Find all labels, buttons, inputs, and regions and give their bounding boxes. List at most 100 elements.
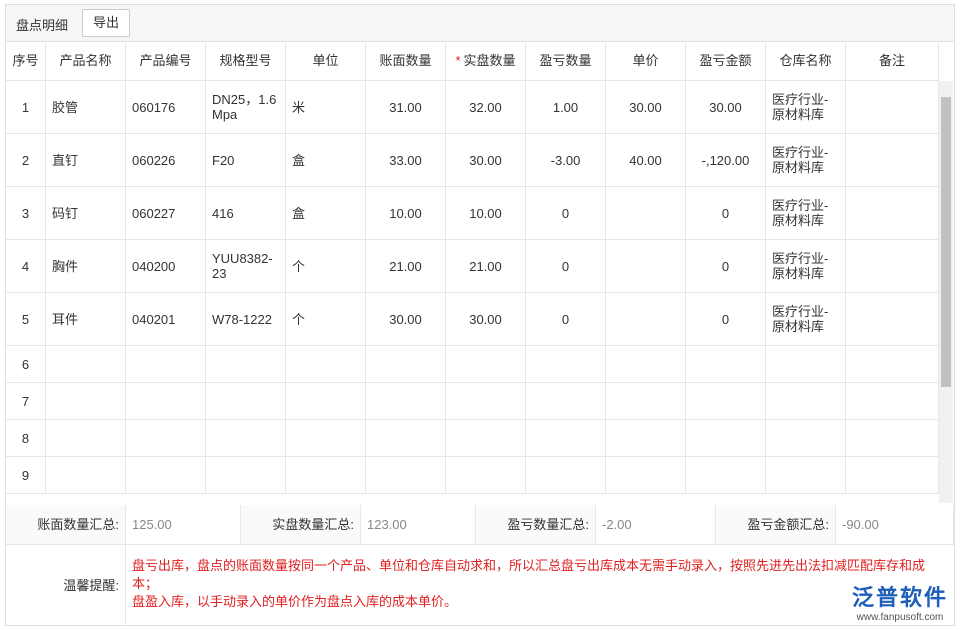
table-cell: 4 xyxy=(6,240,46,293)
table-cell: 米 xyxy=(286,81,366,134)
table-cell xyxy=(206,457,286,494)
table-cell xyxy=(846,187,939,240)
column-header: 盈亏金额 xyxy=(686,41,766,81)
column-header: 仓库名称 xyxy=(766,41,846,81)
column-header: 备注 xyxy=(846,41,939,81)
table-cell xyxy=(366,457,446,494)
table-cell xyxy=(446,383,526,420)
table-cell xyxy=(846,134,939,187)
table-cell: 040201 xyxy=(126,293,206,346)
table-cell: 30.00 xyxy=(366,293,446,346)
table-cell: 0 xyxy=(526,240,606,293)
column-header: 盈亏数量 xyxy=(526,41,606,81)
summary-value: -2.00 xyxy=(596,505,716,545)
table-cell xyxy=(846,346,939,383)
panel-title: 盘点明细 xyxy=(16,18,69,33)
table-cell: 1 xyxy=(6,81,46,134)
column-title: 产品编号 xyxy=(139,53,192,68)
table-cell xyxy=(366,420,446,457)
table-cell: 10.00 xyxy=(366,187,446,240)
column-title: 实盘数量 xyxy=(463,53,516,68)
table-cell: 10.00 xyxy=(446,187,526,240)
table-cell: 8 xyxy=(6,420,46,457)
table-cell: -,120.00 xyxy=(686,134,766,187)
column-title: 单位 xyxy=(312,53,339,68)
column-title: 仓库名称 xyxy=(779,53,832,68)
table-cell xyxy=(446,420,526,457)
table-cell xyxy=(606,293,686,346)
table-cell xyxy=(606,457,686,494)
table-cell xyxy=(206,346,286,383)
table-cell xyxy=(286,346,366,383)
table-cell: 0 xyxy=(686,240,766,293)
summary-label: 实盘数量汇总: xyxy=(241,505,361,545)
table-cell: 医疗行业-原材料库 xyxy=(766,134,846,187)
table-cell: 33.00 xyxy=(366,134,446,187)
table-cell: 060227 xyxy=(126,187,206,240)
table-cell xyxy=(526,420,606,457)
table-cell xyxy=(766,420,846,457)
table-cell xyxy=(846,457,939,494)
table-cell xyxy=(526,457,606,494)
table-cell xyxy=(606,383,686,420)
table-cell xyxy=(526,383,606,420)
table-cell: 060176 xyxy=(126,81,206,134)
export-button[interactable]: 导出 xyxy=(82,9,130,37)
table-cell: YUU8382-23 xyxy=(206,240,286,293)
table-cell xyxy=(606,420,686,457)
table-cell: 0 xyxy=(686,187,766,240)
table-cell xyxy=(126,383,206,420)
summary-label: 盈亏金额汇总: xyxy=(716,505,836,545)
table-cell: 40.00 xyxy=(606,134,686,187)
table-cell: 医疗行业-原材料库 xyxy=(766,240,846,293)
toolbar: 盘点明细 导出 xyxy=(6,5,954,42)
column-title: 盈亏金额 xyxy=(699,53,752,68)
logo-url: www.fanpusoft.com xyxy=(856,612,944,623)
table-cell: 7 xyxy=(6,383,46,420)
column-title: 盈亏数量 xyxy=(539,53,592,68)
table-cell: 5 xyxy=(6,293,46,346)
column-title: 产品名称 xyxy=(59,53,112,68)
scrollbar[interactable] xyxy=(939,81,953,503)
table-cell xyxy=(46,346,126,383)
table-cell xyxy=(846,293,939,346)
column-title: 规格型号 xyxy=(219,53,272,68)
required-mark: * xyxy=(455,53,461,68)
column-header: 产品名称 xyxy=(46,41,126,81)
table-cell xyxy=(206,420,286,457)
table-cell: 30.00 xyxy=(686,81,766,134)
table-cell xyxy=(606,187,686,240)
table-cell: 码钉 xyxy=(46,187,126,240)
table-cell xyxy=(766,383,846,420)
table-cell: 6 xyxy=(6,346,46,383)
table-cell: W78-1222 xyxy=(206,293,286,346)
table-cell: 30.00 xyxy=(606,81,686,134)
table-cell: 盒 xyxy=(286,134,366,187)
column-title: 单价 xyxy=(632,53,659,68)
table-cell xyxy=(366,383,446,420)
column-header: 单价 xyxy=(606,41,686,81)
table-cell xyxy=(686,383,766,420)
scroll-thumb[interactable] xyxy=(941,97,951,387)
table-cell: 31.00 xyxy=(366,81,446,134)
summary-label: 盈亏数量汇总: xyxy=(476,505,596,545)
tip-text: 盘亏出库，盘点的账面数量按同一个产品、单位和仓库自动求和，所以汇总盘亏出库成本无… xyxy=(126,545,954,625)
table-cell: DN25，1.6Mpa xyxy=(206,81,286,134)
column-header: * 实盘数量 xyxy=(446,41,526,81)
table-cell: F20 xyxy=(206,134,286,187)
table-cell: 0 xyxy=(526,187,606,240)
table-cell xyxy=(46,383,126,420)
table-cell: 3 xyxy=(6,187,46,240)
column-header: 规格型号 xyxy=(206,41,286,81)
table-cell xyxy=(766,346,846,383)
table-cell: 32.00 xyxy=(446,81,526,134)
table-cell: 2 xyxy=(6,134,46,187)
summary-value: 123.00 xyxy=(361,505,476,545)
column-header: 序号 xyxy=(6,41,46,81)
table-cell: 30.00 xyxy=(446,293,526,346)
table-cell: 21.00 xyxy=(446,240,526,293)
table-body: 1 胶管 060176 DN25，1.6Mpa 米 31.00 32.00 1.00 30.00… xyxy=(6,81,954,503)
tip-line: 盘亏出库，盘点的账面数量按同一个产品、单位和仓库自动求和，所以汇总盘亏出库成本无… xyxy=(132,558,926,591)
table-cell xyxy=(286,457,366,494)
